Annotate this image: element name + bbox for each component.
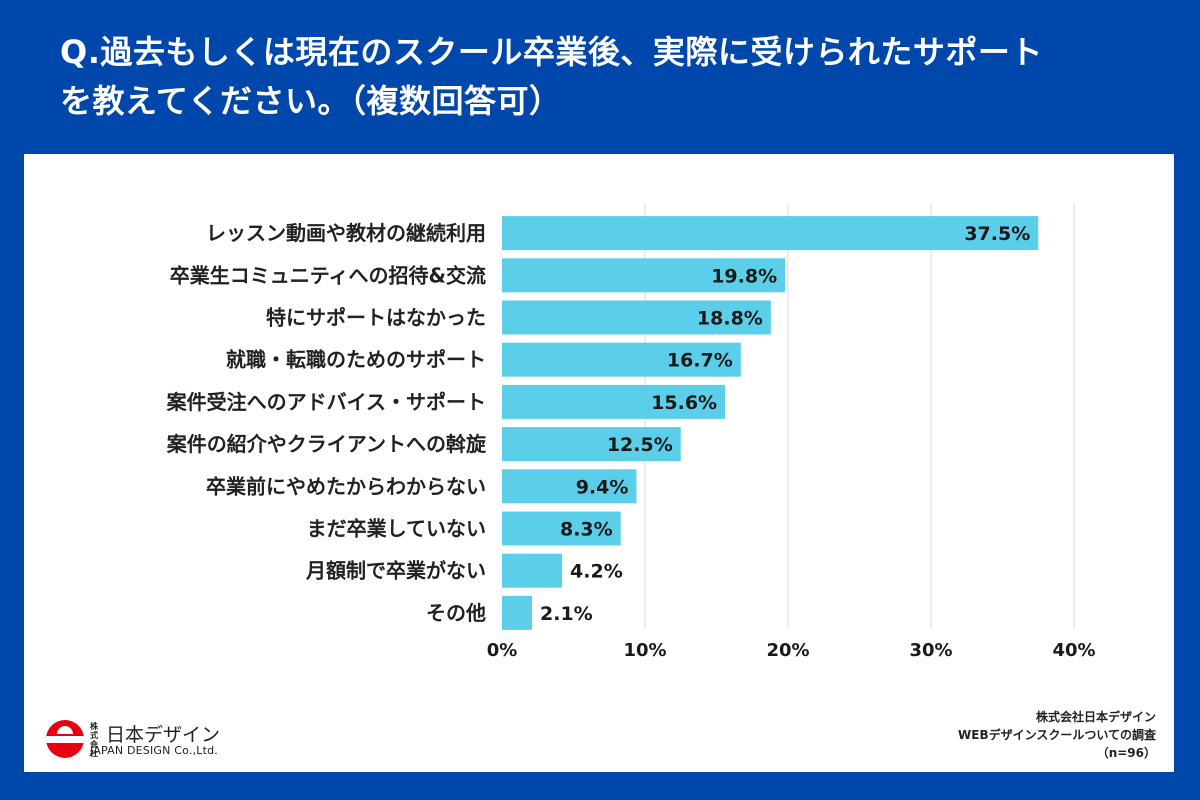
category-label: レッスン動画や教材の継続利用 (206, 221, 486, 245)
data-label: 16.7% (667, 350, 733, 372)
x-tick-label: 20% (766, 640, 809, 661)
category-label: その他 (426, 601, 486, 625)
bar (502, 384, 726, 419)
category-label: 就職・転職のためのサポート (226, 348, 486, 372)
category-label: 案件の紹介やクライアントへの斡旋 (166, 432, 487, 456)
data-label: 19.8% (711, 265, 777, 287)
source-line-3: （n=96） (1096, 746, 1156, 760)
chart-title: Q.過去もしくは現在のスクール卒業後、実際に受けられたサポート を教えてください… (60, 28, 1160, 126)
logo-mark-icon (46, 720, 84, 758)
category-label: 月額制で卒業がない (305, 559, 486, 583)
bar (502, 469, 637, 504)
data-label: 2.1% (540, 603, 593, 625)
bar (502, 216, 1039, 251)
x-tick-label: 40% (1052, 640, 1095, 661)
x-tick-label: 10% (623, 640, 666, 661)
data-label: 12.5% (607, 434, 673, 456)
bar (502, 553, 563, 588)
bar-chart: 0% 10% 20% 30% 40% レッスン動画や教材の継続利用 37.5% 卒業生コミュニ… (166, 204, 1096, 661)
logo-english-name: JAPAN DESIGN Co.,Ltd. (90, 744, 218, 757)
bar (502, 511, 621, 546)
data-label: 4.2% (570, 561, 623, 583)
company-logo: 株式会社 日本デザイン JAPAN DESIGN Co.,Ltd. (46, 720, 306, 770)
category-label: 案件受注へのアドバイス・サポート (166, 390, 486, 414)
category-label: 卒業前にやめたからわからない (206, 474, 486, 498)
logo-company-type: 株式会社 (90, 722, 98, 758)
bar (502, 300, 771, 335)
bar (502, 258, 786, 293)
logo-company-name: 日本デザイン (106, 724, 221, 746)
category-label: 特にサポートはなかった (266, 306, 486, 330)
category-label: まだ卒業していない (307, 517, 486, 541)
data-label: 18.8% (697, 308, 763, 330)
source-line-2: WEBデザインスクールついての調査 (958, 728, 1156, 742)
category-label: 卒業生コミュニティへの招待&交流 (170, 263, 486, 287)
data-label: 37.5% (964, 223, 1030, 245)
data-label: 8.3% (560, 519, 613, 541)
bar (502, 427, 681, 462)
source-line-1: 株式会社日本デザイン (1035, 710, 1156, 724)
bar (502, 342, 741, 377)
x-tick-label: 30% (909, 640, 952, 661)
data-label: 9.4% (576, 476, 629, 498)
title-line-2: を教えてください。（複数回答可） (60, 82, 562, 120)
bar (502, 595, 533, 630)
chart-panel: 0% 10% 20% 30% 40% レッスン動画や教材の継続利用 37.5% 卒業生コミュニ… (24, 154, 1174, 772)
source-note: 株式会社日本デザイン WEBデザインスクールついての調査 （n=96） (958, 708, 1156, 762)
data-label: 15.6% (651, 392, 717, 414)
x-tick-label: 0% (487, 640, 518, 661)
title-line-1: Q.過去もしくは現在のスクール卒業後、実際に受けられたサポート (60, 33, 1043, 71)
